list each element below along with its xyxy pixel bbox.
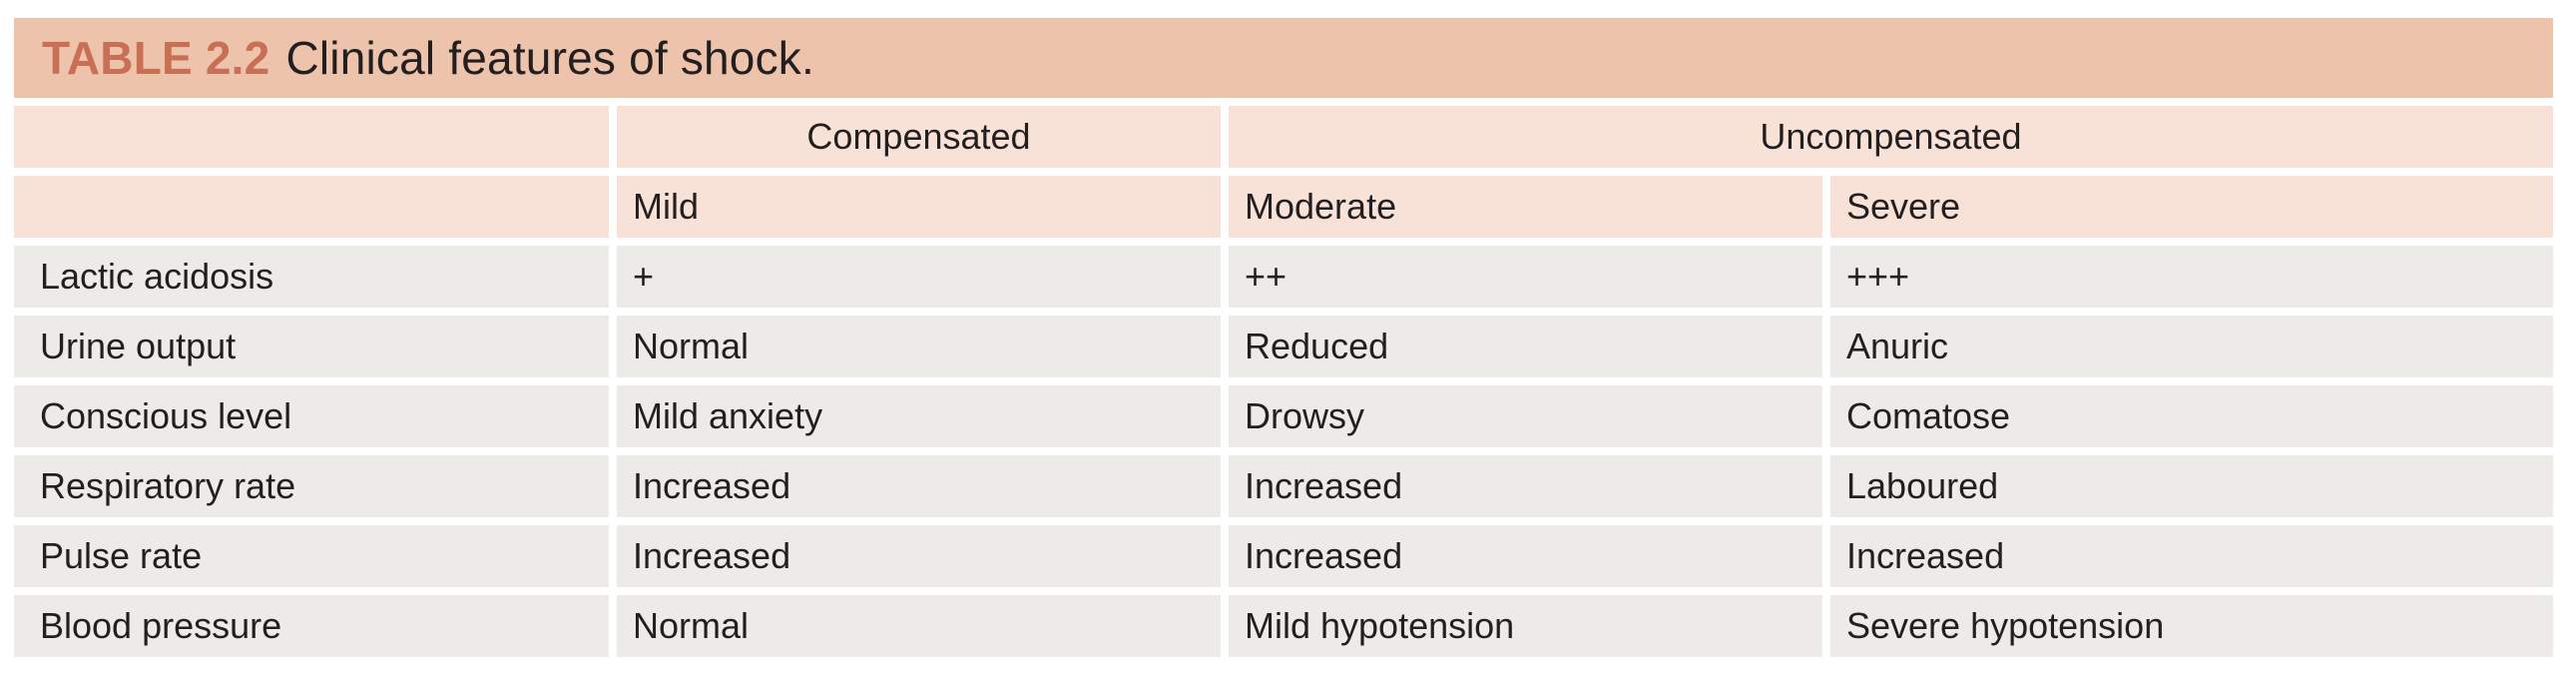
table-cell: Mild hypotension <box>1229 595 1822 657</box>
row-label-blood-pressure: Blood pressure <box>14 595 609 657</box>
table-caption: Clinical features of shock. <box>285 32 814 84</box>
table-number-label: TABLE 2.2 <box>42 32 270 84</box>
row-label-lactic-acidosis: Lactic acidosis <box>14 246 609 308</box>
table-cell: Increased <box>1229 455 1822 517</box>
table-cell: Normal <box>617 316 1221 377</box>
header-group-compensated: Compensated <box>617 106 1221 168</box>
table-cell: ++ <box>1229 246 1822 308</box>
header-group-empty-cell <box>14 106 609 168</box>
row-label-urine-output: Urine output <box>14 316 609 377</box>
table-cell: Reduced <box>1229 316 1822 377</box>
table-title-bar: TABLE 2.2 Clinical features of shock. <box>14 18 2553 98</box>
subheader-severe: Severe <box>1830 176 2553 238</box>
clinical-shock-table: TABLE 2.2 Clinical features of shock. Co… <box>14 18 2553 657</box>
table-cell: Increased <box>1830 525 2553 587</box>
table-cell: Laboured <box>1830 455 2553 517</box>
row-label-respiratory-rate: Respiratory rate <box>14 455 609 517</box>
subheader-moderate: Moderate <box>1229 176 1822 238</box>
table-grid: Compensated Uncompensated Mild Moderate … <box>14 106 2553 657</box>
table-cell: Increased <box>1229 525 1822 587</box>
table-cell: Drowsy <box>1229 385 1822 447</box>
table-cell: Increased <box>617 455 1221 517</box>
row-label-pulse-rate: Pulse rate <box>14 525 609 587</box>
header-group-uncompensated: Uncompensated <box>1229 106 2553 168</box>
table-cell: Severe hypotension <box>1830 595 2553 657</box>
table-cell: Comatose <box>1830 385 2553 447</box>
table-cell: Normal <box>617 595 1221 657</box>
row-label-conscious-level: Conscious level <box>14 385 609 447</box>
table-cell: Mild anxiety <box>617 385 1221 447</box>
subheader-mild: Mild <box>617 176 1221 238</box>
table-cell: +++ <box>1830 246 2553 308</box>
table-cell: Anuric <box>1830 316 2553 377</box>
table-cell: + <box>617 246 1221 308</box>
subheader-empty-cell <box>14 176 609 238</box>
table-cell: Increased <box>617 525 1221 587</box>
